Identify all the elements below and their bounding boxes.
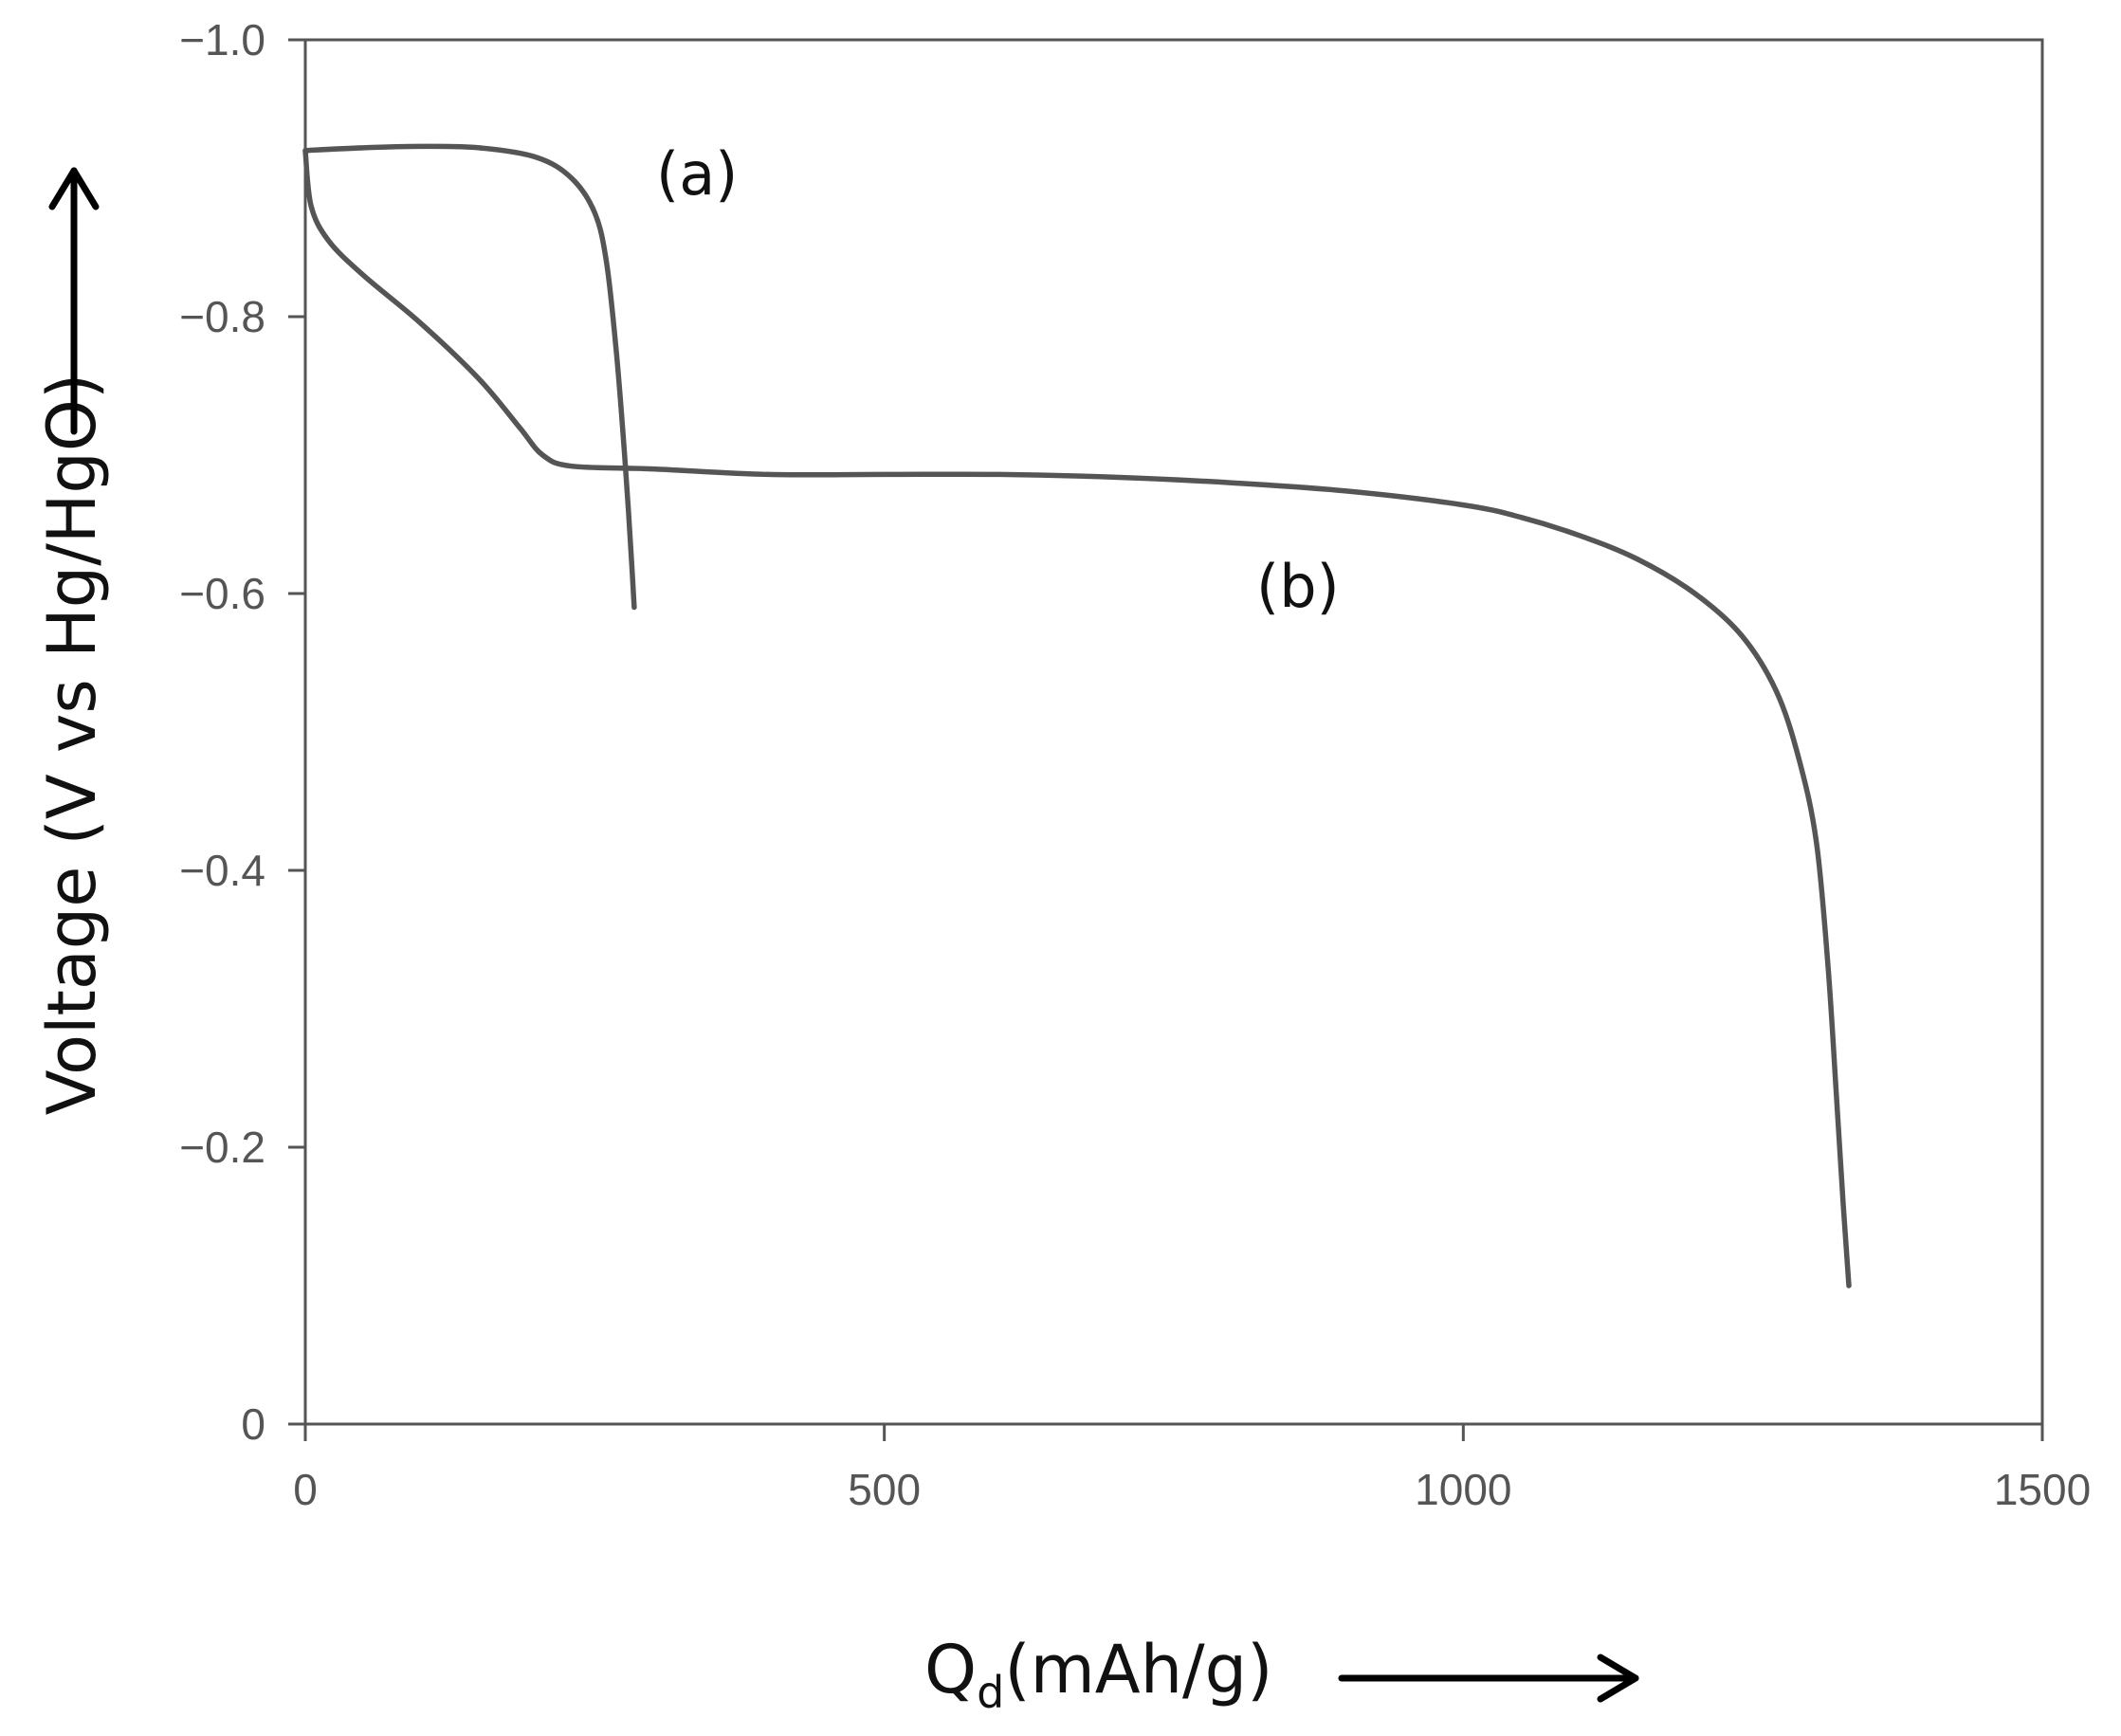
series-line-b — [302, 148, 1852, 1288]
y-tick-label: −0.8 — [179, 292, 265, 341]
x-tick-label: 1500 — [1994, 1465, 2091, 1514]
x-axis-title-subscript: d — [977, 1667, 1004, 1718]
series-line-a — [302, 143, 637, 611]
y-tick-label: 0 — [241, 1399, 265, 1449]
y-axis: −1.0 −0.8 −0.6 −0.4 −0.2 0 — [179, 15, 305, 1449]
x-tick-label: 0 — [293, 1465, 318, 1514]
x-axis-title-main: Q — [924, 1631, 977, 1709]
plot-frame — [303, 38, 2044, 1426]
y-tick-label: −0.6 — [179, 569, 265, 618]
x-axis-arrow-icon — [1338, 1654, 1639, 1703]
x-axis-title-unit: (mAh/g) — [1004, 1631, 1272, 1709]
series-group — [302, 143, 1852, 1288]
series-label-a: (a) — [656, 139, 738, 209]
y-axis-arrow-icon — [48, 167, 100, 435]
y-axis-title: Voltage (V vs Hg/HgO) — [33, 374, 111, 1116]
y-tick-label: −0.2 — [179, 1123, 265, 1172]
y-tick-label: −0.4 — [179, 846, 265, 895]
x-tick-label: 500 — [848, 1465, 921, 1514]
x-axis: 0 500 1000 1500 — [293, 1424, 2091, 1514]
x-tick-label: 1000 — [1415, 1465, 1511, 1514]
y-tick-label: −1.0 — [179, 15, 265, 64]
series-label-b: (b) — [1256, 552, 1340, 621]
x-axis-title: Qd(mAh/g) — [924, 1631, 1272, 1718]
